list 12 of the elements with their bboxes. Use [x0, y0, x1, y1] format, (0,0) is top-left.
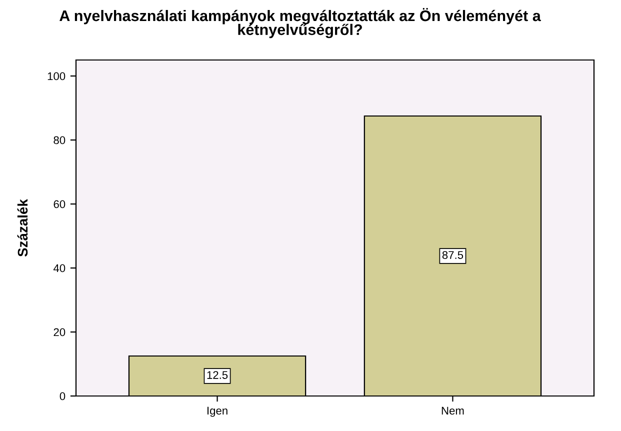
data-label: 12.5 [207, 371, 228, 379]
x-tick-label: Nem [442, 406, 464, 415]
y-tick-label: 20 [54, 328, 66, 336]
y-tick-label: 60 [54, 200, 66, 208]
data-label: 87.5 [442, 251, 464, 259]
y-tick-label: 100 [48, 72, 66, 80]
y-tick-label: 0 [60, 392, 66, 400]
y-axis-title: Százalék [17, 199, 28, 257]
x-tick-label: Igen [207, 406, 228, 417]
y-tick-label: 40 [53, 264, 66, 272]
chart-title: A nyelvhasználati kampányok megváltoztatták az Ön véleményét a kétnyelvűségről? [60, 8, 541, 38]
y-tick-label: 80 [54, 136, 66, 144]
